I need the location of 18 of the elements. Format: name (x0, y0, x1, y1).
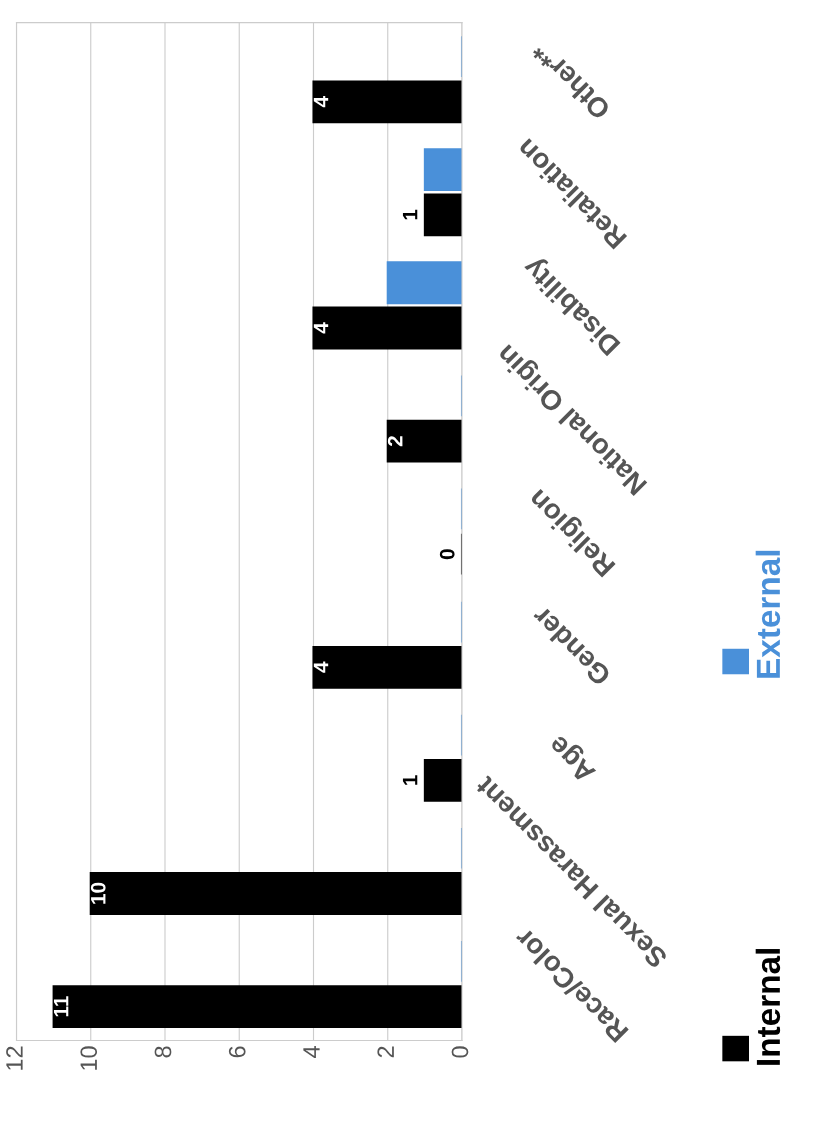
x-tick-label: 6 (228, 1046, 246, 1058)
data-label: 2 (387, 436, 403, 447)
data-label: 1 (402, 209, 418, 220)
data-label: 4 (313, 661, 329, 673)
x-tick-label: 10 (80, 1046, 98, 1070)
text: External (755, 550, 781, 678)
text: Internal (755, 949, 781, 1065)
data-label: 0 (439, 549, 455, 560)
data-label: 10 (90, 882, 106, 904)
data-label: 1 (402, 775, 418, 785)
x-tick-label: 2 (377, 1046, 394, 1058)
data-label: 4 (313, 322, 329, 334)
x-tick-label: 12 (6, 1046, 23, 1070)
data-label: 11 (53, 996, 69, 1017)
x-tick-label: 8 (154, 1046, 172, 1058)
x-tick-label: 4 (303, 1046, 320, 1058)
x-tick-label: 0 (451, 1046, 469, 1058)
data-label: 4 (313, 96, 329, 108)
